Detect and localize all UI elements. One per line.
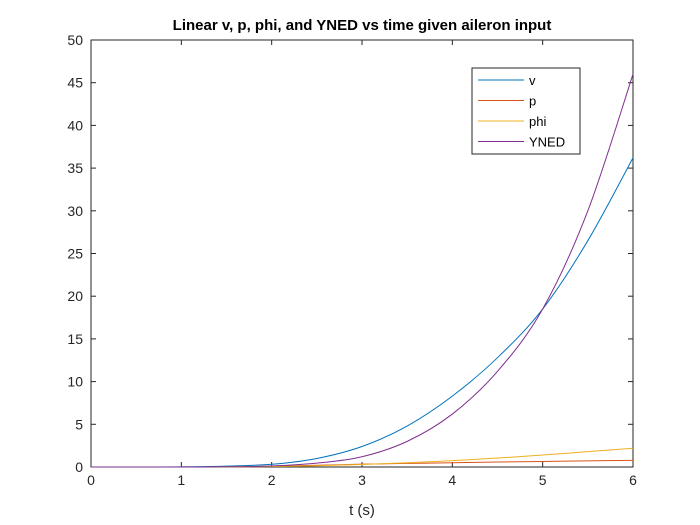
y-tick-label: 45 [67,75,83,91]
y-tick-label: 35 [67,160,83,176]
legend-label-yned: YNED [529,135,565,150]
y-tick-label: 10 [67,374,83,390]
x-tick-label: 4 [448,472,456,488]
y-tick-label: 25 [67,246,83,262]
legend-label-p: p [529,94,536,109]
x-axis-label: t (s) [349,502,375,519]
y-tick-label: 50 [67,32,83,48]
y-tick-label: 5 [75,416,83,432]
y-tick-label: 40 [67,117,83,133]
legend-label-v: v [529,73,536,88]
y-tick-label: 0 [75,459,83,475]
legend-box [471,67,581,155]
chart-title: Linear v, p, phi, and YNED vs time given… [173,17,552,34]
y-tick-label: 15 [67,331,83,347]
series-line-yned [90,74,634,468]
x-tick-label: 2 [268,472,276,488]
x-tick-label: 0 [87,472,95,488]
legend: vp phi YNED [471,67,581,155]
x-tick-label: 3 [358,472,366,488]
x-tick-label: 1 [177,472,185,488]
y-tick-label: 30 [67,203,83,219]
x-tick-label: 5 [539,472,547,488]
legend-label-phi: phi [529,114,546,129]
y-tick-label: 20 [67,288,83,304]
x-tick-label: 6 [629,472,637,488]
